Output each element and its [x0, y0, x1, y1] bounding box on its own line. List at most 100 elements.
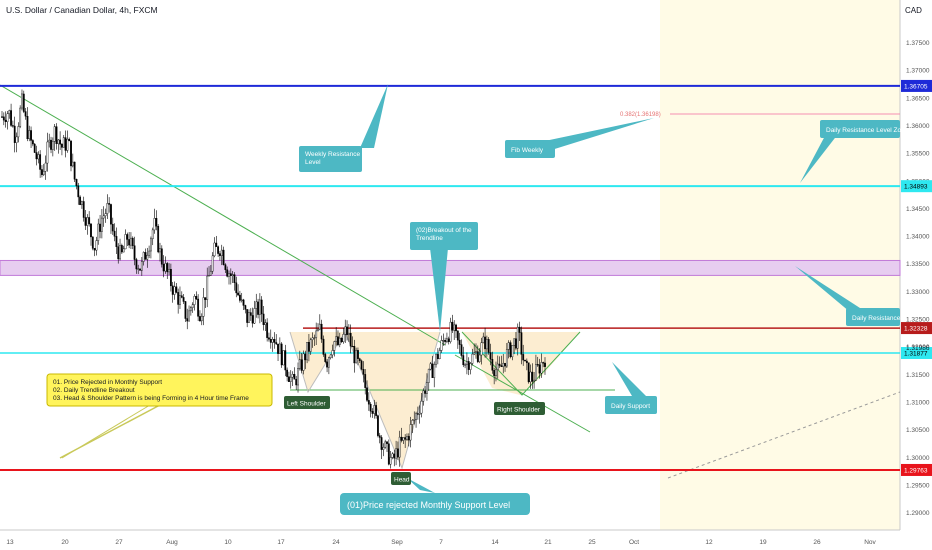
- candle: [2, 112, 5, 126]
- candle: [289, 370, 292, 389]
- y-tick-label: 1.29000: [906, 510, 930, 517]
- candle: [253, 300, 256, 325]
- candle: [478, 348, 481, 363]
- candle: [122, 245, 125, 253]
- candle: [293, 367, 296, 380]
- head-text: Head: [394, 477, 410, 484]
- candle: [391, 452, 394, 460]
- candle: [516, 323, 519, 356]
- y-tick-label: 1.31500: [906, 372, 930, 379]
- candle: [413, 411, 416, 425]
- candle: [309, 337, 312, 355]
- candle: [244, 304, 247, 314]
- candle: [86, 214, 89, 235]
- candle: [71, 153, 74, 168]
- daily-support-callout[interactable]: Daily Support: [605, 362, 657, 414]
- candle: [324, 352, 327, 364]
- y-tick-label: 1.30500: [906, 427, 930, 434]
- weekly-resistance-tag: [901, 79, 932, 92]
- candle: [206, 267, 209, 308]
- candle: [300, 352, 303, 374]
- analysis-note[interactable]: 01. Price Rejected in Monthly Support 02…: [46, 373, 273, 459]
- candle: [219, 251, 221, 261]
- candle: [460, 339, 463, 358]
- candle: [297, 362, 299, 393]
- candle: [79, 195, 81, 206]
- candle: [237, 284, 239, 297]
- candle: [173, 281, 176, 300]
- candle: [242, 298, 245, 310]
- candle: [455, 323, 457, 338]
- candle: [177, 288, 180, 314]
- candle: [302, 350, 305, 375]
- candle: [193, 294, 196, 311]
- candle: [407, 433, 410, 447]
- candle: [360, 359, 363, 371]
- candle: [393, 449, 396, 467]
- candle: [469, 361, 472, 375]
- candle: [182, 293, 185, 304]
- candle: [66, 130, 69, 153]
- head-pattern-fill: [303, 332, 440, 468]
- y-tick-label: 1.30000: [906, 455, 930, 462]
- candle: [64, 130, 67, 158]
- candle: [525, 358, 528, 371]
- candle: [377, 414, 379, 438]
- x-tick-label: 10: [224, 539, 232, 546]
- breakout-callout[interactable]: (02)Breakout of the Trendline: [410, 222, 478, 332]
- y-tick-label: 1.37000: [906, 68, 930, 75]
- candle: [51, 137, 54, 157]
- candle: [169, 263, 172, 292]
- y-tick-label: 1.33000: [906, 289, 930, 296]
- candle: [527, 362, 530, 384]
- candle: [529, 364, 532, 389]
- candle: [382, 443, 385, 457]
- candle: [239, 290, 241, 303]
- daily-resistance-zone-price: 1.34893: [904, 184, 928, 191]
- candle: [357, 347, 359, 366]
- candle: [504, 362, 506, 372]
- candle: [340, 337, 343, 344]
- candle: [338, 332, 341, 348]
- candle: [456, 330, 459, 349]
- candle: [329, 354, 332, 360]
- candle: [257, 298, 259, 319]
- candle: [473, 343, 476, 355]
- candle: [453, 320, 456, 341]
- candle: [358, 357, 361, 363]
- candle: [398, 430, 401, 467]
- levels-layer: 0.382(1.36198): [0, 84, 900, 471]
- weekly-resistance-callout[interactable]: Weekly Resistance Level: [299, 84, 388, 172]
- candle: [111, 217, 114, 235]
- candle: [524, 359, 526, 362]
- candle: [77, 182, 80, 205]
- candle: [22, 90, 25, 114]
- candle: [240, 292, 243, 303]
- monthly-support-price: 1.29763: [904, 467, 928, 474]
- candle: [164, 256, 167, 274]
- candle: [322, 335, 325, 357]
- candle: [371, 408, 374, 418]
- candle: [402, 437, 405, 444]
- daily-resistance-zone-callout[interactable]: Daily Resistance Level Zone: [800, 120, 909, 183]
- candle: [133, 236, 136, 266]
- candle: [44, 155, 47, 180]
- daily-resistance-callout[interactable]: Daily Resistance: [795, 266, 901, 326]
- daily-resistance-zone-band: [0, 259, 901, 276]
- candle: [189, 306, 192, 316]
- monthly-support-callout[interactable]: (01)Price rejected Monthly Support Level: [340, 478, 530, 515]
- candle: [347, 324, 350, 342]
- candle: [427, 368, 430, 391]
- candle: [120, 243, 123, 255]
- candle: [42, 163, 45, 177]
- fib-weekly-callout[interactable]: Fib Weekly: [505, 118, 654, 158]
- candle: [17, 122, 20, 143]
- daily-resistance-text: Daily Resistance: [852, 315, 901, 322]
- candle: [485, 335, 488, 357]
- resistance-red-price: 1.32328: [904, 326, 928, 333]
- candle: [128, 232, 131, 249]
- candle: [420, 392, 423, 418]
- candle: [520, 326, 523, 365]
- x-tick-label: Oct: [629, 539, 639, 546]
